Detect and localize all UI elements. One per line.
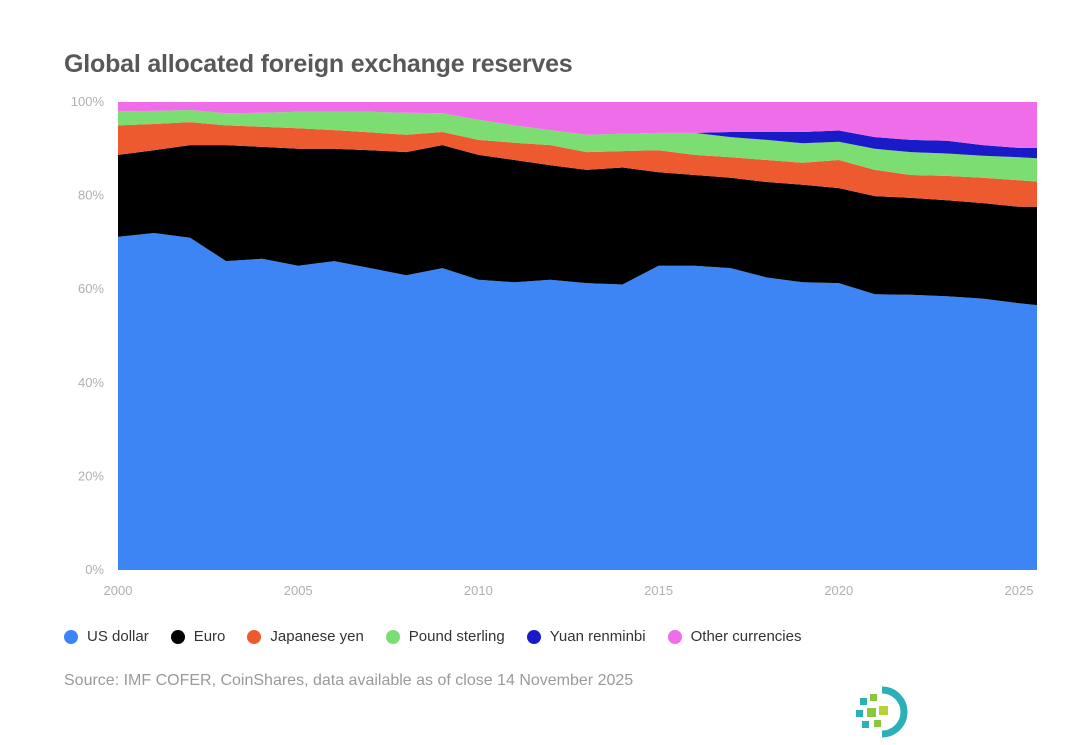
- legend-label: Pound sterling: [408, 628, 505, 645]
- watermark-logo-icon: [856, 686, 908, 738]
- watermark-logo: [852, 684, 1072, 740]
- legend-swatch-icon: [64, 629, 78, 644]
- y-tick-label: 80%: [78, 188, 104, 203]
- legend-label: Other currencies: [690, 628, 802, 645]
- legend-item: Euro: [170, 628, 226, 645]
- area-other-currencies: [118, 102, 1037, 148]
- x-tick-label: 2000: [104, 583, 133, 598]
- y-axis-ticks: 0% 20% 40% 60% 80% 100%: [71, 94, 105, 577]
- legend-swatch-icon: [170, 629, 185, 644]
- legend-swatch-icon: [385, 629, 400, 644]
- area-japanese-yen: [118, 122, 1037, 207]
- area-euro: [118, 145, 1037, 306]
- y-tick-label: 20%: [78, 468, 104, 483]
- x-tick-label: 2015: [644, 583, 673, 598]
- legend-swatch-icon: [526, 629, 541, 644]
- legend-label: Euro: [193, 628, 226, 645]
- legend: US dollar Euro Japanese yen Pound sterling Y…: [64, 628, 823, 645]
- y-tick-label: 40%: [78, 375, 104, 390]
- legend-label: Yuan renminbi: [549, 628, 646, 645]
- legend-item: Japanese yen: [247, 628, 364, 645]
- chart-title: Global allocated foreign exchange reserv…: [64, 50, 573, 78]
- y-tick-label: 60%: [78, 281, 104, 296]
- x-tick-label: 2005: [284, 583, 313, 598]
- y-tick-label: 0%: [85, 562, 104, 577]
- areas: [118, 102, 1037, 570]
- legend-swatch-icon: [667, 629, 682, 644]
- area-yuan-renminbi: [118, 110, 1037, 159]
- legend-item: US dollar: [64, 628, 149, 645]
- legend-label: US dollar: [87, 628, 149, 645]
- x-tick-label: 2010: [464, 583, 493, 598]
- legend-item: Pound sterling: [385, 628, 505, 645]
- stacked-area-chart: 0%20%40%60%80%100% 2000 2005 2010 2015 2020 2…: [71, 94, 1037, 598]
- source-note: Source: IMF COFER, CoinShares, data avai…: [64, 672, 634, 689]
- x-tick-label: 2025: [1005, 583, 1034, 598]
- x-axis-ticks: 2000 2005 2010 2015 2020 2025: [104, 583, 1034, 598]
- y-tick-label: 100%: [71, 94, 105, 109]
- legend-swatch-icon: [247, 629, 262, 644]
- x-tick-label: 2020: [824, 583, 853, 598]
- legend-item: Other currencies: [667, 628, 802, 645]
- legend-label: Japanese yen: [270, 628, 364, 645]
- area-us-dollar: [118, 233, 1037, 570]
- area-pound-sterling: [118, 110, 1037, 182]
- legend-item: Yuan renminbi: [526, 628, 646, 645]
